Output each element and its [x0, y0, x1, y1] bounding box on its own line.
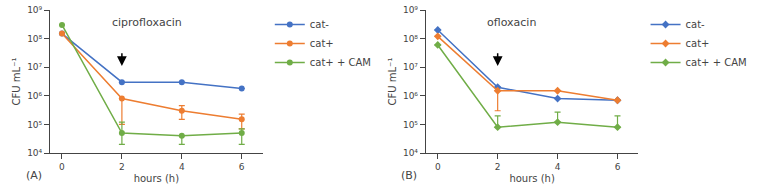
svg-text:cat+ + CAM: cat+ + CAM [686, 57, 747, 68]
svg-text:2: 2 [495, 162, 501, 172]
svg-text:hours (h): hours (h) [509, 173, 555, 184]
svg-text:10⁶: 10⁶ [27, 91, 42, 101]
svg-text:(B): (B) [401, 169, 417, 182]
svg-text:10⁸: 10⁸ [27, 34, 42, 44]
svg-text:6: 6 [615, 162, 621, 172]
svg-text:10⁵: 10⁵ [403, 120, 418, 130]
svg-text:(A): (A) [26, 169, 42, 182]
svg-text:cat-: cat- [686, 19, 706, 30]
svg-text:4: 4 [555, 162, 561, 172]
svg-text:2: 2 [119, 162, 125, 172]
svg-text:10⁵: 10⁵ [27, 120, 42, 130]
svg-text:cat-: cat- [310, 19, 330, 30]
svg-text:cat+ + CAM: cat+ + CAM [310, 57, 371, 68]
svg-text:cat+: cat+ [686, 38, 710, 49]
svg-text:10⁸: 10⁸ [403, 34, 418, 44]
svg-text:10⁷: 10⁷ [403, 62, 418, 72]
svg-text:10⁶: 10⁶ [403, 91, 418, 101]
svg-text:4: 4 [179, 162, 185, 172]
svg-text:10⁹: 10⁹ [403, 5, 418, 15]
svg-text:CFU mL⁻¹: CFU mL⁻¹ [387, 58, 398, 106]
svg-text:hours (h): hours (h) [134, 173, 180, 184]
svg-text:10⁴: 10⁴ [403, 148, 418, 158]
svg-text:0: 0 [435, 162, 441, 172]
svg-text:cat+: cat+ [310, 38, 334, 49]
svg-text:10⁷: 10⁷ [27, 62, 42, 72]
svg-text:0: 0 [59, 162, 65, 172]
svg-text:ofloxacin: ofloxacin [487, 16, 536, 29]
svg-text:CFU mL⁻¹: CFU mL⁻¹ [11, 58, 22, 106]
svg-text:ciprofloxacin: ciprofloxacin [112, 16, 182, 29]
svg-text:6: 6 [239, 162, 245, 172]
svg-text:10⁴: 10⁴ [27, 148, 42, 158]
svg-text:10⁹: 10⁹ [27, 5, 42, 15]
